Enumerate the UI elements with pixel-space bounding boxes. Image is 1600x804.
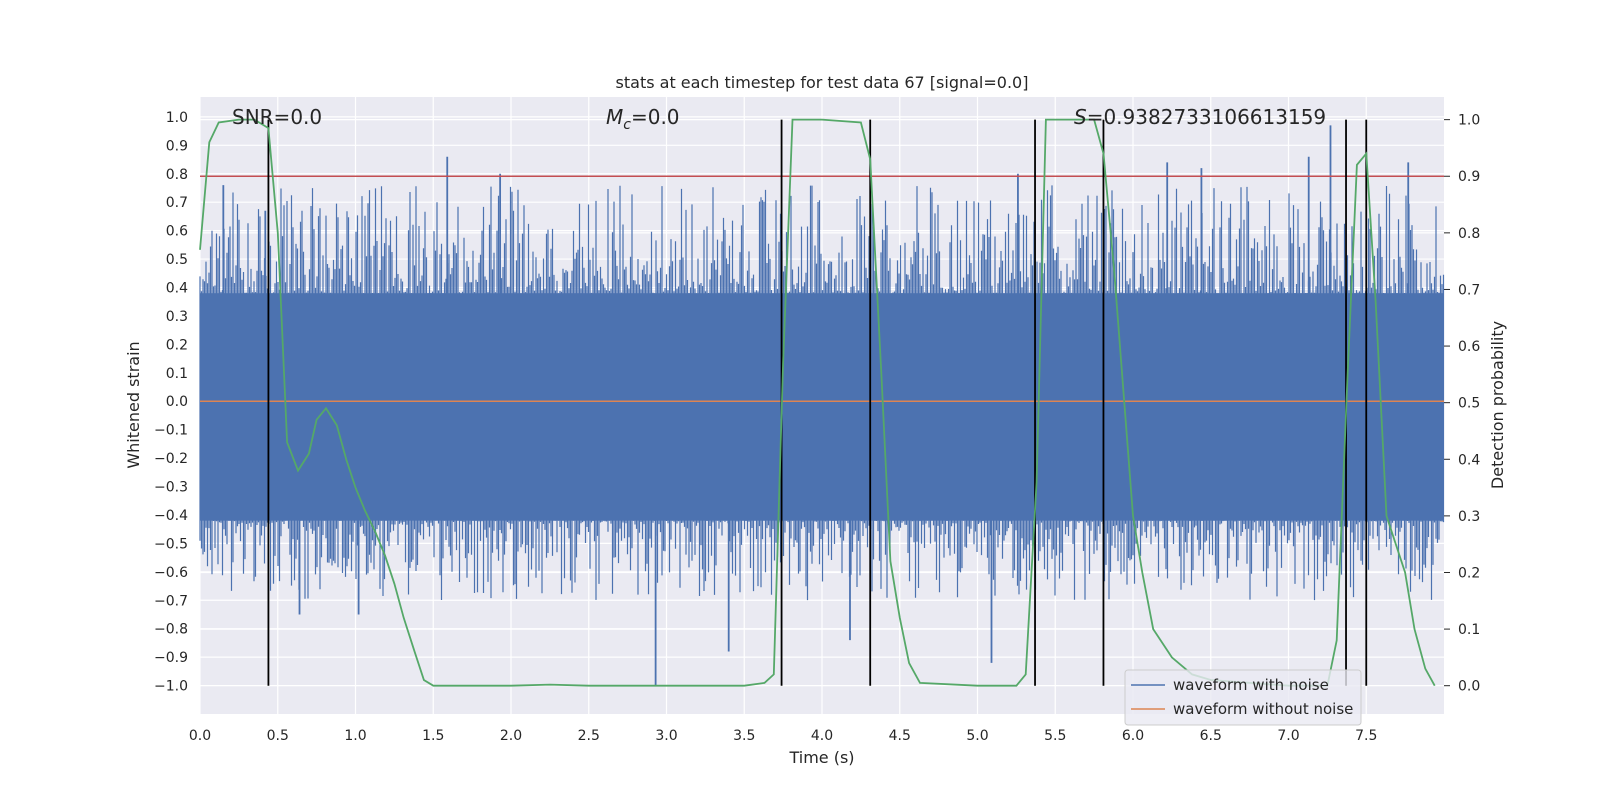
y2-axis-label: Detection probability <box>1488 321 1507 489</box>
y-axis-label: Whitened strain <box>124 341 143 468</box>
legend-box <box>1124 669 1362 726</box>
x-tick-label: 3.5 <box>733 728 755 744</box>
legend-label-noise: waveform with noise <box>1173 676 1329 694</box>
y-tick-label: 0.6 <box>166 224 188 240</box>
y-tick-label: −0.5 <box>154 536 188 552</box>
axes-layer: 0.0 0.5 1.0 1.5 2.0 2.5 3.0 3.5 4.0 4.5 5.0 5.5 6.0 6… <box>154 110 1480 744</box>
mc-subscript: c <box>623 117 631 133</box>
y-tick-label: 0.7 <box>166 195 188 211</box>
y-tick-label: −0.2 <box>154 451 188 467</box>
y-tick-label: 0.0 <box>166 394 188 410</box>
x-tick-label: 6.5 <box>1200 728 1222 744</box>
y-tick-label: 1.0 <box>166 110 188 126</box>
legend: waveform with noise waveform without noi… <box>1124 669 1362 726</box>
y-tick-label: 0.5 <box>166 252 188 268</box>
y2-tick-label: 0.4 <box>1458 452 1480 468</box>
y2-tick-label: 0.7 <box>1458 282 1480 298</box>
y-tick-label: −1.0 <box>154 679 188 695</box>
mc-symbol: M <box>606 105 623 129</box>
snr-prefix: SNR= <box>232 105 290 129</box>
s-value: =0.9382733106613159 <box>1087 105 1326 129</box>
s-symbol: S <box>1074 105 1087 129</box>
snr-annotation: SNR=0.0 <box>232 105 322 129</box>
score-annotation: S=0.9382733106613159 <box>1074 105 1326 129</box>
legend-label-clean: waveform without noise <box>1173 700 1353 718</box>
y2-tick-label: 0.9 <box>1458 169 1480 185</box>
chart-title: stats at each timestep for test data 67 … <box>616 73 1029 92</box>
x-tick-label: 0.5 <box>267 728 289 744</box>
y2-tick-label: 1.0 <box>1458 113 1480 129</box>
y-tick-label: −0.9 <box>154 650 188 666</box>
y-tick-label: −0.4 <box>154 508 188 524</box>
y2-tick-label: 0.1 <box>1458 622 1480 638</box>
y-tick-label: 0.8 <box>166 167 188 183</box>
x-tick-label: 6.0 <box>1122 728 1144 744</box>
y-tick-label: −0.7 <box>154 593 188 609</box>
chirp-mass-annotation: Mc=0.0 <box>606 105 680 133</box>
mc-value: =0.0 <box>631 105 680 129</box>
y2-tick-label: 0.6 <box>1458 339 1480 355</box>
x-tick-label: 5.0 <box>966 728 988 744</box>
x-tick-label: 4.5 <box>889 728 911 744</box>
x-tick-label: 4.0 <box>811 728 833 744</box>
y2-tick-label: 0.2 <box>1458 565 1480 581</box>
y-tick-label: −0.8 <box>154 622 188 638</box>
x-tick-label: 1.0 <box>344 728 366 744</box>
x-tick-label: 1.5 <box>422 728 444 744</box>
x-tick-label: 7.5 <box>1355 728 1377 744</box>
x-tick-label: 2.5 <box>578 728 600 744</box>
y2-tick-label: 0.0 <box>1458 679 1480 695</box>
noise-trace <box>199 185 1445 601</box>
x-tick-label: 7.0 <box>1277 728 1299 744</box>
y2-tick-label: 0.5 <box>1458 396 1480 412</box>
x-tick-label: 0.0 <box>189 728 211 744</box>
y-tick-label: 0.3 <box>166 309 188 325</box>
y2-tick-label: 0.8 <box>1458 226 1480 242</box>
x-tick-label: 5.5 <box>1044 728 1066 744</box>
y-tick-label: 0.1 <box>166 366 188 382</box>
y-tick-label: 0.4 <box>166 281 188 297</box>
y-tick-label: −0.1 <box>154 423 188 439</box>
x-axis-label: Time (s) <box>788 748 854 767</box>
y-tick-label: 0.2 <box>166 337 188 353</box>
x-tick-label: 2.0 <box>500 728 522 744</box>
y-tick-label: 0.9 <box>166 138 188 154</box>
x-tick-label: 3.0 <box>655 728 677 744</box>
y2-tick-label: 0.3 <box>1458 509 1480 525</box>
waveform-with-noise <box>199 125 1445 686</box>
snr-value: 0.0 <box>290 105 322 129</box>
y-tick-label: −0.3 <box>154 480 188 496</box>
y-tick-label: −0.6 <box>154 565 188 581</box>
